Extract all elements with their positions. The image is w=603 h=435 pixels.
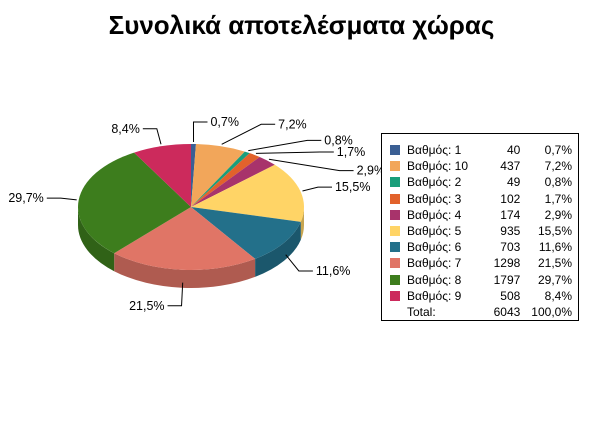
- legend-label: Βαθμός: 2: [407, 175, 462, 190]
- leader-line-10: [142, 128, 162, 145]
- pie-side-7: [255, 221, 301, 277]
- legend-row: Βαθμός: 4 174 2,9%: [390, 207, 572, 223]
- chart-title: Συνολικά αποτελέσματα χώρας: [108, 10, 495, 40]
- legend-swatch: [390, 193, 400, 204]
- data-label-2: 7,2%: [278, 117, 307, 131]
- legend-label: Total:: [407, 304, 436, 319]
- legend-label: Βαθμός: 7: [407, 256, 462, 271]
- legend-count: 703: [500, 240, 521, 255]
- legend-count: 935: [500, 224, 521, 239]
- legend-percent: 11,6%: [538, 240, 572, 255]
- legend-count: 1298: [493, 256, 521, 271]
- leader-line-8: [167, 282, 184, 307]
- pie-side-layer: [78, 207, 304, 289]
- pie-slice-9: [77, 152, 191, 254]
- pie-slice-1: [191, 144, 196, 207]
- legend-percent: 0,8%: [544, 175, 572, 190]
- legend-label: Βαθμός: 9: [407, 288, 462, 303]
- data-label-4: 1,7%: [337, 145, 366, 159]
- pie-side-6: [300, 207, 304, 240]
- leader-line-4: [255, 151, 334, 154]
- pie-slice-3: [191, 151, 250, 207]
- legend-row: Βαθμός: 1 40 0,7%: [390, 142, 572, 158]
- legend-label: Βαθμός: 4: [407, 207, 462, 222]
- pie-slice-8: [114, 207, 256, 271]
- legend-swatch: [390, 226, 400, 237]
- legend-count: 1797: [493, 272, 521, 287]
- data-label-1: 0,7%: [210, 115, 239, 129]
- data-label-3: 0,8%: [324, 133, 353, 147]
- legend-percent: 21,5%: [537, 256, 572, 271]
- legend-count: 49: [506, 175, 521, 190]
- pie-slice-10: [134, 144, 191, 207]
- legend-percent: 7,2%: [544, 159, 572, 174]
- legend-row: Βαθμός: 3 102 1,7%: [390, 191, 572, 207]
- legend-percent: 100,0%: [531, 304, 572, 319]
- legend-swatch: [390, 242, 400, 253]
- legend-count: 174: [500, 207, 521, 222]
- legend-label: Βαθμός: 1: [407, 143, 462, 158]
- legend-count: 102: [500, 191, 521, 206]
- legend-swatch: [390, 145, 400, 156]
- legend-swatch: [390, 161, 400, 172]
- legend-swatch: [390, 290, 400, 301]
- leader-line-9: [46, 197, 77, 201]
- pie-slice-7: [191, 207, 301, 259]
- legend-swatch: [390, 177, 400, 188]
- legend-count: 6043: [493, 304, 521, 319]
- legend-label: Βαθμός: 5: [407, 224, 462, 239]
- legend-percent: 8,4%: [544, 288, 572, 303]
- pie-slice-6: [191, 164, 304, 222]
- legend-row: Βαθμός: 6 703 11,6%: [390, 239, 572, 255]
- legend-count: 40: [506, 143, 521, 158]
- data-label-9: 29,7%: [8, 191, 43, 205]
- pie-top-layer: [77, 144, 304, 271]
- legend-percent: 2,9%: [544, 207, 572, 222]
- legend-label: Βαθμός: 8: [407, 272, 462, 287]
- data-label-10: 8,4%: [111, 122, 140, 136]
- legend-swatch: [390, 258, 400, 269]
- leader-line-5: [268, 158, 354, 172]
- legend: Βαθμός: 1 40 0,7% Βαθμός: 10 437 7,2% Βαθμός: …: [381, 133, 579, 321]
- pie-side-9: [78, 207, 115, 272]
- leader-line-7: [285, 254, 313, 272]
- legend-percent: 29,7%: [537, 272, 572, 287]
- data-label-8: 21,5%: [129, 299, 164, 313]
- data-label-7: 11,6%: [316, 264, 351, 278]
- legend-label: Βαθμός: 10: [407, 159, 469, 174]
- legend-row: Βαθμός: 8 1797 29,7%: [390, 272, 572, 288]
- legend-label: Βαθμός: 3: [407, 191, 462, 206]
- legend-label: Βαθμός: 6: [407, 240, 462, 255]
- legend-percent: 0,7%: [544, 143, 572, 158]
- legend-row: Βαθμός: 7 1298 21,5%: [390, 255, 572, 271]
- legend-row: Βαθμός: 9 508 8,4%: [390, 288, 572, 304]
- pie-slice-5: [191, 156, 275, 207]
- legend-swatch: [390, 274, 400, 285]
- legend-count: 508: [500, 288, 521, 303]
- data-label-5: 2,9%: [357, 164, 386, 178]
- leader-line-2: [221, 123, 276, 145]
- leader-line-1: [192, 121, 208, 143]
- legend-row: Βαθμός: 2 49 0,8%: [390, 174, 572, 190]
- legend-total-row: Total: 6043 100,0%: [390, 304, 572, 320]
- legend-percent: 15,5%: [537, 224, 572, 239]
- leader-line-6: [302, 186, 332, 192]
- pie-slice-2: [191, 144, 245, 207]
- pie-side-8: [114, 253, 256, 289]
- leader-line-3: [248, 139, 322, 152]
- legend-row: Βαθμός: 5 935 15,5%: [390, 223, 572, 239]
- legend-count: 437: [500, 159, 521, 174]
- data-label-6: 15,5%: [335, 180, 370, 194]
- legend-row: Βαθμός: 10 437 7,2%: [390, 158, 572, 174]
- legend-swatch: [390, 209, 400, 220]
- pie-slice-4: [191, 153, 260, 207]
- legend-percent: 1,7%: [544, 191, 572, 206]
- pie-label-layer: 0,7% 7,2% 0,8%1,7% 2,9% 15,5% 11,6% 21,5% 29,7%…: [8, 115, 385, 313]
